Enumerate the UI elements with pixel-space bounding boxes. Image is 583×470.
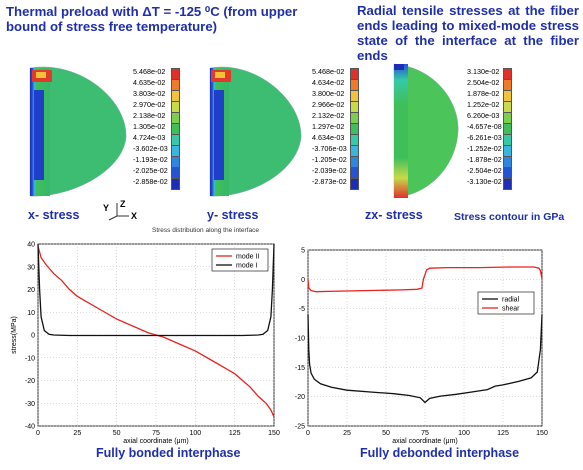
y-tick-label: -20 [295, 394, 305, 401]
zx-stress-contour [393, 63, 459, 199]
y-tick-label: 40 [27, 242, 35, 249]
y-axis-label: stress(MPa) [11, 316, 18, 354]
x-tick-label: 50 [113, 430, 121, 437]
legend-entry: -1.878e-02 [467, 155, 502, 164]
right-caption: Fully debonded interphase [360, 446, 520, 460]
legend-entry: 2.504e-02 [467, 78, 500, 87]
y-tick-label: 30 [27, 264, 35, 271]
legend-label: shear [502, 306, 520, 313]
y-tick-label: 10 [27, 310, 35, 317]
legend-label: radial [502, 297, 520, 304]
left-heading: Thermal preload with ΔT = -125 ⁰C (from … [6, 4, 298, 34]
x-tick-label: 25 [343, 430, 351, 437]
x-tick-label: 75 [152, 430, 160, 437]
legend-entry: 3.800e-02 [312, 89, 345, 98]
legend-entry: -1.205e-02 [312, 155, 347, 164]
x-tick-label: 150 [268, 430, 280, 437]
y-tick-label: 0 [31, 333, 35, 340]
legend-label: mode I [236, 263, 257, 270]
x-axis-label: axial coordinate (μm) [123, 438, 189, 445]
legend-entry: -2.025e-02 [133, 166, 168, 175]
legend-entry: 2.970e-02 [133, 100, 166, 109]
legend-entry: 4.724e-03 [133, 133, 166, 142]
left-caption: Fully bonded interphase [96, 446, 241, 460]
legend-entry: 4.634e-02 [312, 78, 345, 87]
x-tick-label: 125 [497, 430, 509, 437]
x-tick-label: 0 [36, 430, 40, 437]
legend-entry: 3.130e-02 [467, 67, 500, 76]
y-stress-legend: 5.468e-02 4.634e-02 3.800e-02 2.966e-02 2.13… [312, 67, 382, 190]
legend-entry: 1.252e-02 [467, 100, 500, 109]
zx-stress-label: zx- stress [365, 208, 423, 222]
y-tick-label: -30 [25, 401, 35, 408]
legend-entry: -1.252e-02 [467, 144, 502, 153]
x-tick-label: 125 [229, 430, 241, 437]
legend-entry: -3.706e-03 [312, 144, 347, 153]
legend-entry: -2.504e-02 [467, 166, 502, 175]
legend-entry: 2.132e-02 [312, 111, 345, 120]
stress-note: Stress distribution along the interface [152, 227, 259, 234]
x-axis-label: axial coordinate (μm) [392, 438, 458, 445]
legend-entry: -6.261e-03 [467, 133, 502, 142]
x-tick-label: 50 [382, 430, 390, 437]
legend-swatch [171, 178, 180, 190]
y-tick-label: 5 [301, 248, 305, 255]
y-tick-label: 0 [301, 277, 305, 284]
legend-swatch [503, 178, 512, 190]
x-tick-label: 150 [536, 430, 548, 437]
fully-bonded-chart: 0 25 50 75 100 125 150403020100-10-20-30-40axi… [11, 242, 280, 446]
y-stress-label: y- stress [207, 208, 259, 222]
legend-entry: -3.602e-03 [133, 144, 168, 153]
series-line-mode-I [37, 243, 275, 337]
legend-entry: -4.657e-08 [467, 122, 502, 131]
x-stress-label: x- stress [28, 208, 80, 222]
legend-entry: 1.878e-02 [467, 89, 500, 98]
legend-entry: 1.305e-02 [133, 122, 166, 131]
y-tick-label: -25 [295, 424, 305, 431]
y-tick-label: -15 [295, 365, 305, 372]
y-tick-label: -40 [25, 424, 35, 431]
legend-entry: 4.634e-03 [312, 133, 345, 142]
legend-entry: 2.966e-02 [312, 100, 345, 109]
legend-entry: 5.468e-02 [312, 67, 345, 76]
legend-entry: 6.260e-03 [467, 111, 500, 120]
legend-entry: -2.858e-02 [133, 177, 168, 186]
legend-label: mode II [236, 254, 259, 261]
triad-z-label: Z [120, 199, 126, 209]
legend-entry: 4.635e-02 [133, 78, 166, 87]
zx-stress-legend: 3.130e-02 2.504e-02 1.878e-02 1.252e-02 6.26… [467, 67, 537, 190]
legend-entry: -1.193e-02 [133, 155, 168, 164]
legend-entry: -2.873e-02 [312, 177, 347, 186]
triad-y-label: Y [103, 203, 109, 213]
units-note: Stress contour in GPa [454, 211, 565, 223]
axis-triad-icon: Z Y X [103, 199, 137, 221]
series-line-radial [307, 314, 543, 404]
y-tick-label: -5 [299, 306, 305, 313]
x-tick-label: 75 [421, 430, 429, 437]
y-tick-label: -10 [25, 355, 35, 362]
series-line-shear [307, 266, 543, 293]
right-heading: Radial tensile stresses at the fiber end… [357, 3, 579, 63]
y-tick-label: 20 [27, 287, 35, 294]
y-tick-label: -20 [25, 378, 35, 385]
legend-entry: 1.297e-02 [312, 122, 345, 131]
y-tick-label: -10 [295, 336, 305, 343]
x-tick-label: 100 [458, 430, 470, 437]
x-stress-legend: 5.468e-02 4.635e-02 3.803e-02 2.970e-02 2.13… [133, 67, 203, 190]
legend-swatch [350, 178, 359, 190]
x-stress-contour [29, 66, 127, 197]
triad-x-label: X [131, 211, 137, 221]
legend-entry: -2.039e-02 [312, 166, 347, 175]
legend-entry: 2.138e-02 [133, 111, 166, 120]
x-tick-label: 25 [73, 430, 81, 437]
x-tick-label: 0 [306, 430, 310, 437]
x-tick-label: 100 [189, 430, 201, 437]
legend-entry: -3.130e-02 [467, 177, 502, 186]
y-stress-contour [209, 66, 302, 197]
legend-entry: 3.803e-02 [133, 89, 166, 98]
legend-entry: 5.468e-02 [133, 67, 166, 76]
